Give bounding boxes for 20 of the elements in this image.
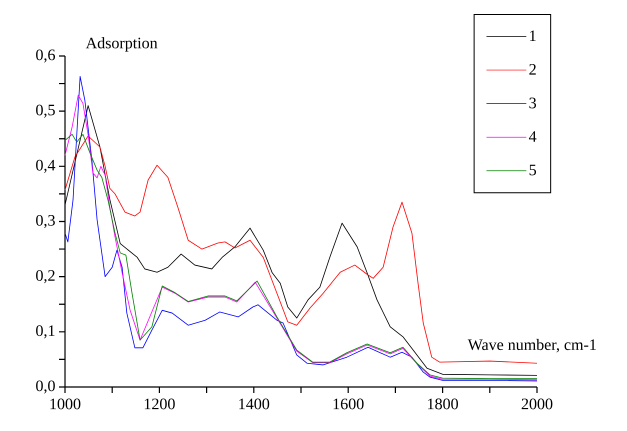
legend-label: 3 — [529, 98, 536, 108]
x-tick-label: 1400 — [239, 398, 270, 410]
y-tick-label: 0,2 — [36, 270, 55, 284]
x-tick-label: 1800 — [428, 398, 458, 410]
y-tick-label: 0,5 — [36, 104, 55, 118]
legend-label: 5 — [530, 164, 536, 176]
y-tick-label: 0,3 — [36, 214, 55, 228]
legend-label: 4 — [528, 131, 536, 142]
y-tick-label: 0,1 — [36, 325, 55, 338]
y-tick-label: 0,6 — [36, 49, 56, 63]
x-tick-label: 2000 — [522, 398, 552, 410]
x-tick-label: 1600 — [334, 398, 364, 410]
y-axis-title: Adsorption — [86, 37, 158, 52]
x-tick-label: 1000 — [50, 398, 80, 410]
x-tick-label: 1200 — [144, 398, 175, 410]
legend-label: 2 — [529, 64, 536, 75]
legend-label: 1 — [530, 30, 536, 42]
y-tick-label: 0,4 — [36, 160, 56, 173]
y-tick-label: 0,0 — [36, 380, 55, 394]
x-axis-title: Wave number, cm-1 — [468, 338, 596, 352]
